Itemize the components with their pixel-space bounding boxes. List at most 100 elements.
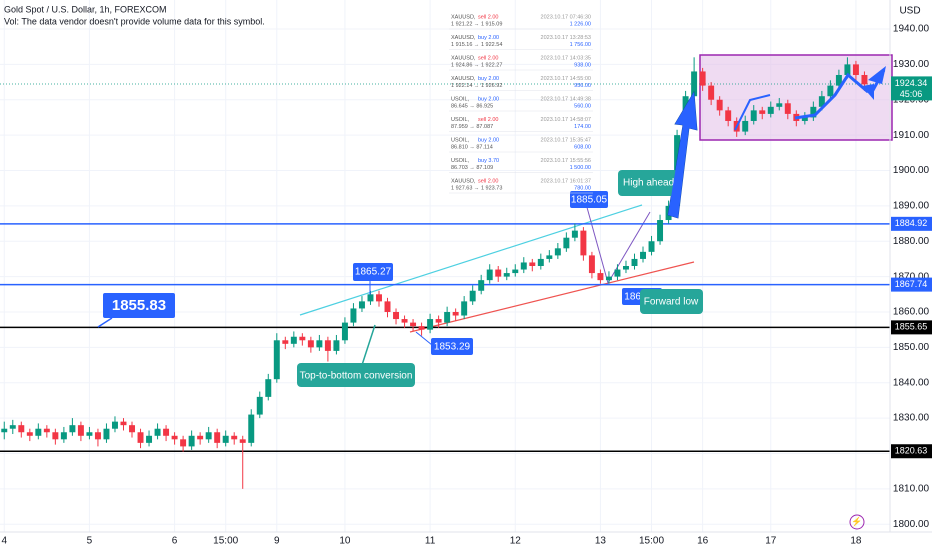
level-label-box [891, 320, 932, 335]
candle-body [333, 340, 340, 351]
candle-body [324, 340, 331, 351]
level-label: 1820.63 [895, 446, 928, 456]
candle-body [35, 428, 42, 436]
callout [618, 170, 678, 196]
candle-body [623, 266, 629, 270]
candle-body [256, 396, 263, 415]
candle-body [563, 237, 570, 249]
level-label-box [891, 277, 932, 292]
candle-body [580, 230, 587, 256]
candle-body [9, 425, 16, 429]
candle-body [435, 319, 442, 323]
last-price-box [891, 76, 932, 101]
trade-prices: 1 924.86 → 1 922.27 [451, 62, 502, 68]
candle-body [495, 269, 502, 277]
candle-body [290, 336, 297, 344]
trade-symbol: USOIL, [451, 117, 470, 123]
label-box [103, 293, 175, 318]
candle-body [52, 432, 59, 440]
candle-body [384, 301, 391, 312]
trade-side: sell 2.00 [478, 117, 499, 123]
trade-symbol: XAUUSD, [451, 14, 476, 20]
candle-body [444, 311, 451, 323]
axes: 1800.001810.001820.001830.001840.001850.… [1, 24, 932, 547]
candle-body [188, 435, 195, 447]
trade-list: XAUUSD, sell 2.001 921.22 → 1 915.092023.… [449, 14, 593, 194]
axis-unit: USD [899, 6, 920, 17]
x-tick-label: 4 [1, 536, 7, 547]
trade-time: 2023.10.17 15:35:47 [541, 137, 591, 143]
candle-body [503, 273, 510, 277]
candle-body [512, 269, 519, 274]
candle-body [18, 425, 25, 433]
candle-body [376, 294, 382, 302]
range-box [699, 54, 893, 141]
candle-body [614, 269, 621, 277]
callout [297, 363, 415, 387]
title: Gold Spot / U.S. Dollar, 1h, FOREXCOM [4, 4, 167, 14]
candle-body [418, 326, 425, 330]
candle-body [742, 120, 749, 132]
trade-profit: 560.00 [574, 103, 591, 109]
label-box [353, 263, 393, 281]
candle-body [478, 280, 485, 291]
trade-time: 2023.10.17 14:03:35 [541, 55, 591, 61]
candle-body [205, 432, 212, 440]
x-tick-label: 5 [87, 536, 93, 547]
y-tick-label: 1810.00 [893, 483, 930, 494]
pointer [361, 324, 376, 366]
y-tick-label: 1800.00 [893, 519, 930, 530]
trade-symbol: XAUUSD, [451, 55, 476, 61]
candle-body [273, 340, 280, 380]
y-tick-label: 1940.00 [893, 24, 930, 35]
trade-symbol: XAUUSD, [451, 178, 476, 184]
candle-body [827, 85, 834, 97]
candle-body [137, 432, 144, 443]
annotation: High ahead [623, 178, 674, 189]
x-tick-label: 6 [172, 536, 178, 547]
trade-time: 2023.10.17 14:58:07 [541, 117, 591, 123]
candle-body [60, 432, 67, 440]
x-tick-label: 12 [510, 536, 522, 547]
candle-body [307, 340, 314, 348]
annotation: 1865.27 [355, 267, 392, 278]
candle-body [537, 258, 544, 266]
level-label-box [891, 444, 932, 459]
candle-body [222, 435, 229, 443]
pointer [415, 331, 433, 346]
candle-body [111, 421, 118, 429]
y-tick-label: 1910.00 [893, 130, 930, 141]
trade-profit: 608.00 [574, 144, 591, 150]
level-label: 1867.74 [895, 279, 928, 289]
candle-body [546, 255, 553, 259]
trade-profit: 780.00 [574, 185, 591, 191]
candle-body [810, 106, 817, 118]
arrow-head [862, 84, 874, 100]
candle-body [77, 425, 84, 436]
level-label: 1884.92 [895, 218, 928, 228]
arrow-path [734, 94, 771, 131]
candle-body [239, 439, 246, 443]
candle-body [393, 311, 400, 320]
trade-symbol: XAUUSD, [451, 76, 476, 82]
candle-body [43, 428, 50, 433]
trade-prices: 87.959 → 87.087 [451, 124, 493, 130]
trade-prices: 86.810 → 87.114 [451, 144, 493, 150]
candle-body [640, 251, 646, 259]
trade-time: 2023.10.17 14:49:38 [541, 96, 591, 102]
candle-body [163, 428, 170, 436]
icon-glyph: ⚡ [851, 515, 862, 527]
candle-body [852, 64, 859, 75]
trade-prices: 86.645 → 86.925 [451, 103, 493, 109]
candle-body [401, 319, 408, 323]
candle-body [214, 432, 221, 443]
candle-body [69, 425, 76, 433]
candle-body [299, 336, 306, 341]
candle-body [265, 379, 272, 397]
subtitle: Vol: The data vendor doesn't provide vol… [4, 16, 265, 26]
pointer [97, 317, 113, 328]
candle-body [350, 308, 357, 323]
trade-side: sell 2.00 [478, 55, 499, 61]
candle-body [759, 110, 766, 114]
